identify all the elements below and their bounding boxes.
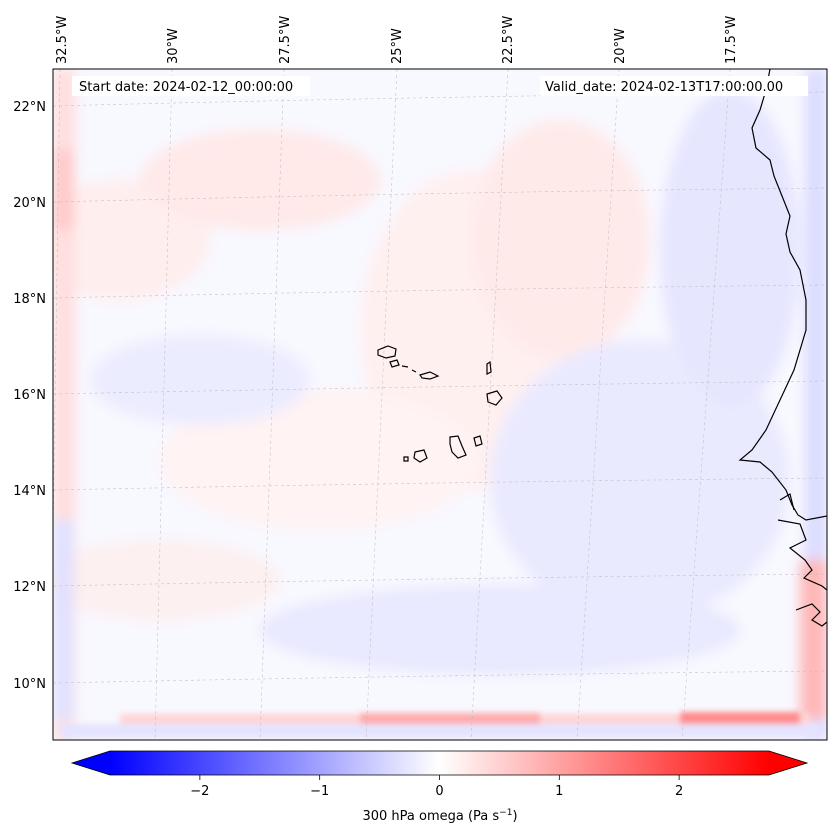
colorbar-max-extend: [769, 751, 807, 775]
lat-label: 20°N: [13, 196, 46, 211]
map-frame: [52, 68, 828, 741]
valid-date-box: [540, 76, 808, 96]
start-date-label: Start date: 2024-02-12_00:00:00: [79, 80, 293, 95]
lat-label: 12°N: [13, 580, 46, 595]
colorbar-tick-label: −2: [190, 784, 209, 799]
lon-label: 30°W: [166, 28, 181, 64]
lat-label: 10°N: [13, 677, 46, 692]
african-coastline-south: [777, 493, 827, 627]
omega-field: [53, 69, 827, 740]
coastlines: [377, 69, 827, 627]
colorbar-tick-label: −1: [310, 784, 329, 799]
african-coastline: [738, 69, 827, 521]
colorbar-outline: [70, 750, 809, 776]
omega-southern-band: [60, 712, 820, 738]
island-santa-luzia: [419, 371, 440, 380]
lon-label: 22.5°W: [501, 16, 516, 64]
lon-label: 25°W: [390, 28, 405, 64]
start-date-box: [72, 76, 310, 96]
lat-label: 18°N: [13, 292, 46, 307]
lon-label: 20°W: [613, 28, 628, 64]
island-santiago: [449, 435, 467, 459]
island-boa-vista: [486, 390, 503, 406]
colorbar-title-main: 300 hPa omega (Pa s: [362, 809, 499, 824]
colorbar: −2 −1 0 1 2 300 hPa omega (Pa s−1): [70, 750, 809, 824]
latitude-labels: 22°N 20°N 18°N 16°N 14°N 12°N 10°N: [13, 100, 46, 692]
lat-label: 22°N: [13, 100, 46, 115]
valid-date-label: Valid_date: 2024-02-13T17:00:00.00: [545, 80, 783, 95]
colorbar-min-extend: [72, 751, 110, 775]
colorbar-tick-label: 2: [675, 784, 683, 799]
lon-label: 32.5°W: [55, 16, 70, 64]
map-panel: [53, 69, 827, 740]
island-sal: [486, 360, 492, 375]
island-brava: [403, 456, 409, 462]
colorbar-tick-label: 0: [435, 784, 443, 799]
island-sao-vicente: [389, 359, 400, 368]
lon-label: 27.5°W: [278, 16, 293, 64]
island-fogo: [413, 449, 428, 463]
colorbar-tick-label: 1: [555, 784, 563, 799]
longitude-labels: 32.5°W 30°W 27.5°W 25°W 22.5°W 20°W 17.5…: [55, 16, 739, 64]
lon-label: 17.5°W: [724, 16, 739, 64]
lat-label: 16°N: [13, 388, 46, 403]
island-maio: [473, 435, 483, 447]
colorbar-ticks: −2 −1 0 1 2: [190, 775, 683, 799]
island-sao-nicolau: [401, 365, 417, 373]
colorbar-gradient: [110, 751, 769, 775]
lat-label: 14°N: [13, 484, 46, 499]
colorbar-title-exponent: −1: [499, 808, 512, 818]
island-santo-antao: [377, 345, 397, 359]
colorbar-title: 300 hPa omega (Pa s−1): [362, 808, 517, 824]
colorbar-title-end: ): [512, 809, 517, 824]
gridlines: [53, 69, 827, 740]
